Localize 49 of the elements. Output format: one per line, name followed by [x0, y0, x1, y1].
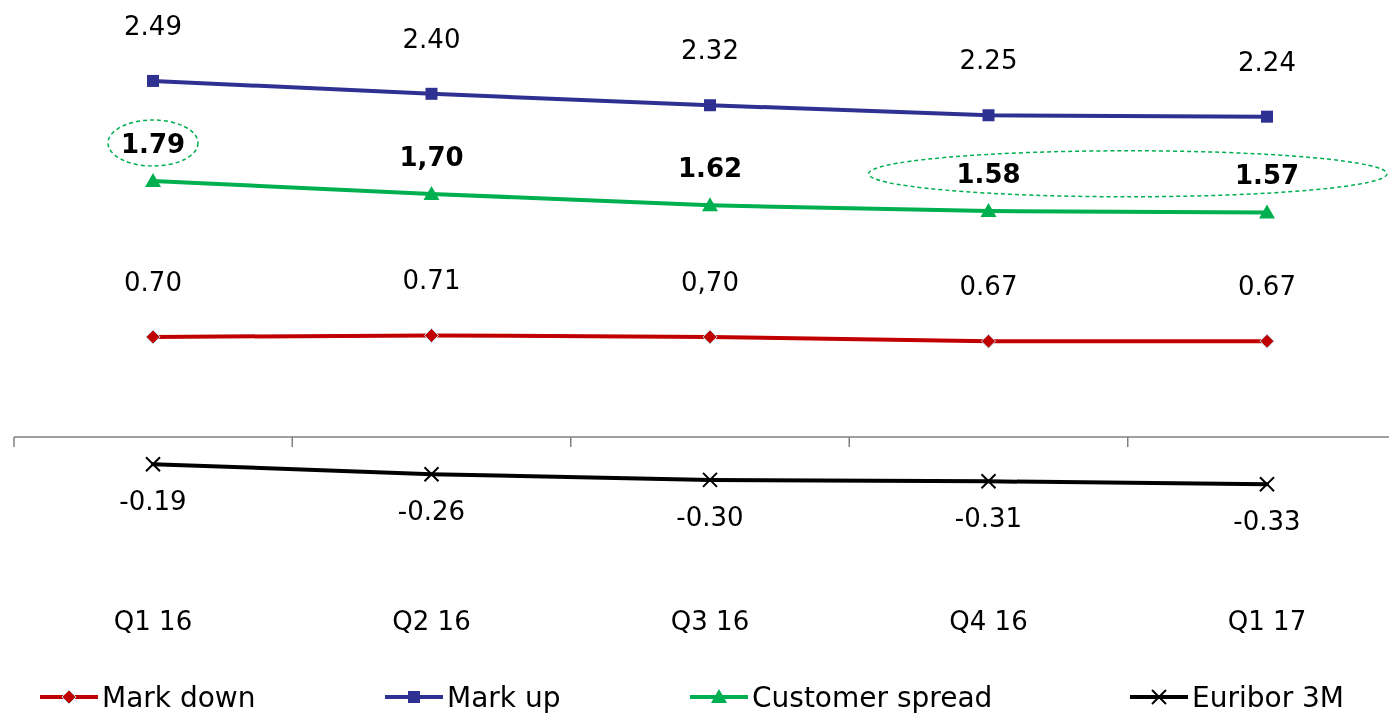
- point: [423, 185, 440, 200]
- data-label: 2.49: [124, 10, 182, 41]
- data-label: 1.57: [1234, 160, 1300, 191]
- point: [1261, 110, 1273, 123]
- point: [702, 329, 718, 345]
- data-label: -0.30: [676, 501, 744, 532]
- data-label: 1.62: [677, 153, 743, 184]
- data-label: 2.24: [1238, 46, 1296, 77]
- x-tick-label: Q4 16: [949, 606, 1028, 636]
- data-label: 1.58: [956, 159, 1021, 190]
- legend-label: Mark down: [102, 681, 256, 714]
- x-tick-label: Q2 16: [392, 606, 471, 636]
- data-label: -0.33: [1233, 506, 1301, 537]
- data-label: 0.70: [124, 266, 182, 297]
- data-label: 0,70: [681, 266, 739, 297]
- point: [147, 74, 159, 87]
- legend-label: Customer spread: [752, 681, 993, 714]
- data-label: -0.26: [397, 496, 466, 527]
- data-label: 1.79: [120, 129, 186, 160]
- data-label: -0.31: [954, 503, 1023, 534]
- point: [980, 473, 997, 490]
- legend-label: Mark up: [447, 681, 561, 714]
- point: [1259, 204, 1275, 219]
- data-label: 2.40: [402, 23, 461, 54]
- data-label: 0.67: [1238, 271, 1296, 302]
- data-label: 0.67: [959, 271, 1018, 302]
- data-label: 2.32: [681, 35, 739, 66]
- x-tick-label: Q1 16: [113, 606, 193, 636]
- point: [145, 456, 161, 473]
- point: [1259, 476, 1275, 493]
- data-label: 2.25: [959, 45, 1018, 76]
- x-tick-label: Q3 16: [670, 606, 750, 636]
- point: [702, 197, 718, 212]
- point: [1259, 333, 1275, 349]
- point: [145, 329, 161, 345]
- legend-label: Euribor 3M: [1192, 681, 1345, 714]
- point: [702, 471, 718, 488]
- point: [145, 173, 161, 188]
- point: [704, 99, 716, 112]
- point: [980, 203, 997, 218]
- point: [425, 87, 438, 100]
- point: [982, 109, 995, 122]
- data-label: 1,70: [399, 141, 464, 172]
- point: [981, 333, 996, 349]
- point: [424, 327, 439, 343]
- point: [423, 466, 440, 483]
- data-label: 0.71: [402, 265, 461, 296]
- x-tick-label: Q1 17: [1227, 606, 1307, 636]
- data-label: -0.19: [119, 486, 187, 517]
